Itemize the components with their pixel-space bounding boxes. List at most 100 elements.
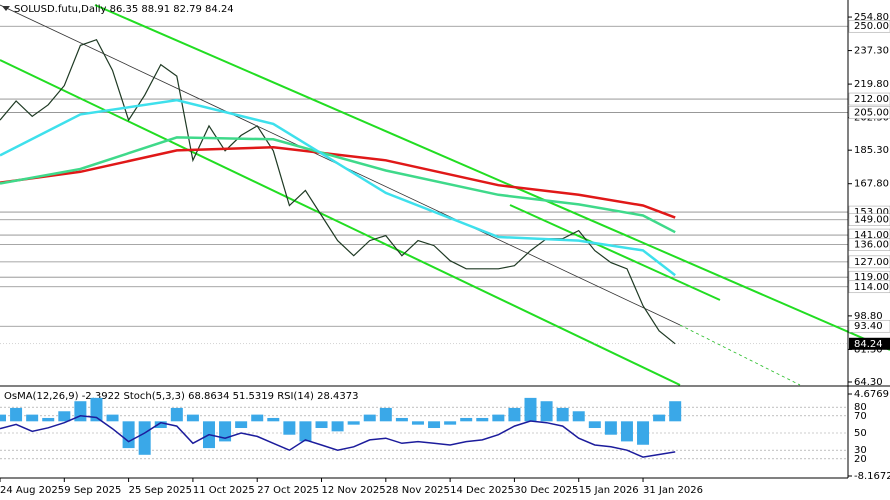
osma-bar — [267, 417, 280, 422]
level-label: 93.40 — [854, 321, 883, 332]
y2-tick-label: 20 — [854, 454, 867, 465]
osma-bar — [653, 414, 666, 422]
osma-bar — [106, 414, 119, 422]
level-label-box — [848, 106, 890, 119]
x-tick-label: 31 Jan 2026 — [643, 485, 703, 496]
osma-bar — [556, 407, 569, 422]
osma-bar — [637, 421, 650, 445]
level-label: 141.00 — [854, 230, 889, 241]
level-label: 153.00 — [854, 207, 889, 218]
level-label: 119.00 — [854, 272, 889, 283]
osma-bar — [10, 407, 23, 422]
moving-average — [0, 98, 676, 277]
level-label: 205.00 — [854, 107, 889, 118]
level-label-box — [848, 19, 890, 33]
level-label: 127.00 — [854, 257, 889, 268]
level-label: 136.00 — [854, 240, 889, 251]
osma-bar — [669, 401, 682, 422]
level-label-box — [848, 238, 890, 251]
y-tick-label: 185.30 — [854, 145, 889, 156]
x-tick-label: 27 Oct 2025 — [257, 485, 319, 496]
osma-bar — [235, 421, 248, 429]
level-label-box — [848, 213, 890, 226]
moving-average — [0, 146, 676, 219]
channel-line — [0, 59, 681, 386]
level-label: 114.00 — [854, 282, 889, 293]
osma-bar — [315, 421, 328, 429]
osma-bar — [460, 417, 473, 422]
indicator-title: OsMA(12,26,9) -2.3922 Stoch(5,3,3) 68.86… — [4, 391, 359, 402]
level-label-box — [848, 92, 890, 106]
osma-bar — [379, 407, 392, 422]
osma-bar — [170, 407, 183, 422]
chart-title: SOLUSD.futu,Daily 86.35 88.91 82.79 84.2… — [14, 4, 234, 15]
level-label-box — [848, 280, 890, 294]
y-tick-label: 81.30 — [854, 344, 883, 355]
last-price-label: 84.24 — [854, 339, 883, 350]
osma-bar — [508, 407, 521, 422]
y2-tick-label: 50 — [854, 428, 867, 439]
chart-icon — [2, 6, 10, 11]
level-label: 149.00 — [854, 215, 889, 226]
osma-bar — [620, 421, 633, 442]
osma-bar — [444, 421, 457, 425]
osma-bar — [251, 414, 264, 422]
osma-bar — [58, 411, 71, 422]
y2-tick-label: 30 — [854, 445, 867, 456]
trend-extension — [679, 324, 801, 386]
osma-bar — [186, 414, 199, 422]
osma-bar — [492, 414, 505, 422]
x-tick-label: 28 Nov 2025 — [386, 485, 450, 496]
x-tick-label: 11 Oct 2025 — [193, 485, 255, 496]
x-tick-label: 24 Aug 2025 — [0, 485, 64, 496]
y-tick-label: -8.1672 — [854, 471, 890, 482]
y-tick-label: 167.80 — [854, 179, 889, 190]
rsi-line — [0, 415, 676, 458]
level-label: 212.00 — [854, 94, 889, 105]
y-tick-label: 98.80 — [854, 311, 883, 322]
y-tick-label: 4.6769 — [854, 389, 889, 400]
x-tick-label: 15 Jan 2026 — [579, 485, 639, 496]
moving-average — [0, 136, 676, 234]
y2-tick-label: 70 — [854, 411, 867, 422]
level-label: 250.00 — [854, 21, 889, 32]
osma-bar — [604, 421, 617, 435]
x-tick-label: 9 Sep 2025 — [64, 485, 121, 496]
channel-line — [509, 204, 721, 301]
osma-bar — [524, 397, 537, 422]
osma-bar — [90, 397, 103, 422]
x-tick-label: 12 Nov 2025 — [322, 485, 386, 496]
osma-bar — [363, 414, 376, 422]
level-label-box — [848, 255, 890, 269]
osma-bar — [540, 401, 553, 422]
level-label-box — [848, 319, 890, 333]
y-tick-label: 254.80 — [854, 12, 889, 23]
osma-bar — [122, 421, 135, 449]
osma-bar — [154, 421, 167, 429]
osma-bar — [588, 421, 601, 429]
x-tick-label: 14 Dec 2025 — [450, 485, 514, 496]
osma-bar — [0, 414, 6, 422]
osma-bar — [411, 421, 424, 425]
osma-bar — [26, 414, 39, 422]
y-tick-label: 219.80 — [854, 79, 889, 90]
osma-bar — [331, 421, 344, 432]
last-price-box — [849, 337, 890, 350]
y2-tick-label: 80 — [854, 402, 867, 413]
channel-line — [94, 4, 890, 351]
osma-bar — [138, 421, 151, 455]
osma-bar — [219, 421, 232, 442]
x-tick-label: 25 Sep 2025 — [129, 485, 192, 496]
osma-bar — [428, 421, 441, 429]
osma-bar — [299, 421, 312, 442]
osma-bar — [572, 411, 585, 422]
osma-bar — [347, 421, 360, 425]
y-tick-label: 237.30 — [854, 46, 889, 57]
osma-bar — [283, 421, 296, 435]
x-tick-label: 30 Dec 2025 — [514, 485, 578, 496]
osma-bar — [395, 417, 408, 422]
osma-bar — [476, 417, 489, 422]
